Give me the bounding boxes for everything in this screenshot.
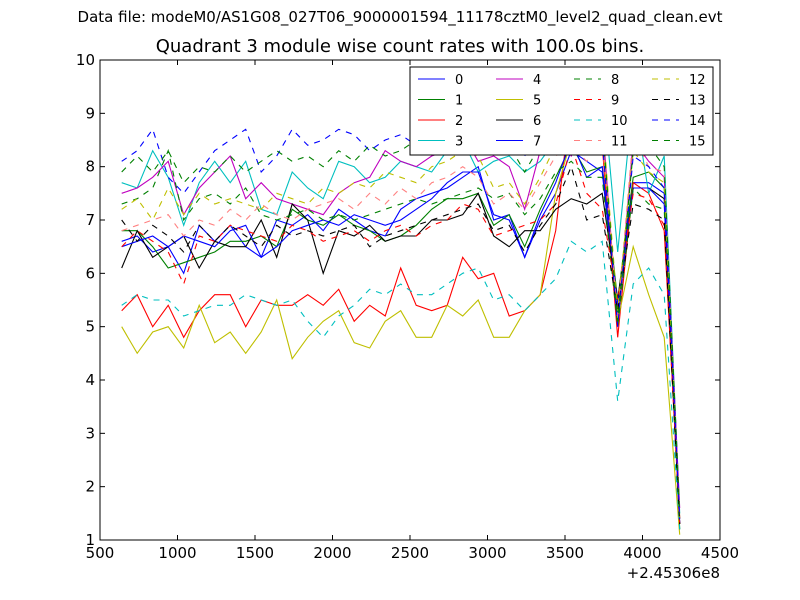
- series-line-9: [121, 143, 681, 525]
- legend-label-10: 10: [611, 114, 628, 129]
- legend-box: [409, 66, 714, 156]
- series-line-11: [121, 132, 681, 519]
- y-tick-label: 7: [85, 211, 95, 229]
- legend-label-3: 3: [455, 135, 463, 150]
- legend-label-12: 12: [689, 73, 706, 88]
- x-tick-label: 4500: [701, 544, 739, 562]
- y-tick-label: 5: [85, 318, 95, 336]
- legend-label-0: 0: [455, 73, 463, 88]
- y-tick-label: 9: [85, 104, 95, 122]
- x-tick-label: 2000: [313, 544, 351, 562]
- legend-label-14: 14: [689, 114, 706, 129]
- x-tick-label: 2500: [391, 544, 429, 562]
- y-tick-label: 1: [85, 531, 95, 549]
- legend-label-1: 1: [455, 94, 463, 109]
- legend-label-9: 9: [611, 94, 619, 109]
- legend-label-6: 6: [533, 114, 541, 129]
- legend-label-8: 8: [611, 73, 619, 88]
- legend-label-15: 15: [689, 135, 706, 150]
- x-axis-offset-label: +2.45306e8: [627, 564, 720, 582]
- series-line-0: [121, 149, 681, 525]
- data-file-title: Data file: modeM0/AS1G08_027T06_90000015…: [77, 8, 723, 26]
- legend-label-7: 7: [533, 135, 541, 150]
- series-line-8: [121, 148, 681, 530]
- series-lines: [121, 79, 681, 535]
- legend-label-13: 13: [689, 94, 706, 109]
- y-tick-label: 3: [85, 424, 95, 442]
- x-tick-label: 4000: [623, 544, 661, 562]
- series-line-10: [121, 240, 681, 530]
- y-tick-label: 4: [85, 371, 95, 389]
- legend-label-4: 4: [533, 73, 541, 88]
- x-tick-label: 3500: [546, 544, 584, 562]
- series-line-5: [121, 133, 681, 535]
- legend-label-5: 5: [533, 94, 541, 109]
- y-tick-label: 8: [85, 158, 95, 176]
- y-tick-label: 6: [85, 264, 95, 282]
- series-line-13: [121, 165, 681, 525]
- y-tick-label: 10: [76, 51, 95, 69]
- x-tick-label: 500: [86, 544, 115, 562]
- y-tick-label: 2: [85, 478, 95, 496]
- chart-title: Quadrant 3 module wise count rates with …: [155, 36, 645, 57]
- x-tick-label: 1500: [236, 544, 274, 562]
- axes: 500 1000 1500 2000 2500 3000 3500 4000 450012345…: [76, 51, 739, 562]
- series-line-12: [121, 116, 681, 525]
- x-tick-label: 3000: [468, 544, 506, 562]
- legend-label-2: 2: [455, 114, 463, 129]
- series-line-6: [121, 187, 681, 525]
- x-tick-label: 1000: [158, 544, 196, 562]
- series-line-1: [121, 144, 681, 519]
- legend-label-11: 11: [611, 135, 628, 150]
